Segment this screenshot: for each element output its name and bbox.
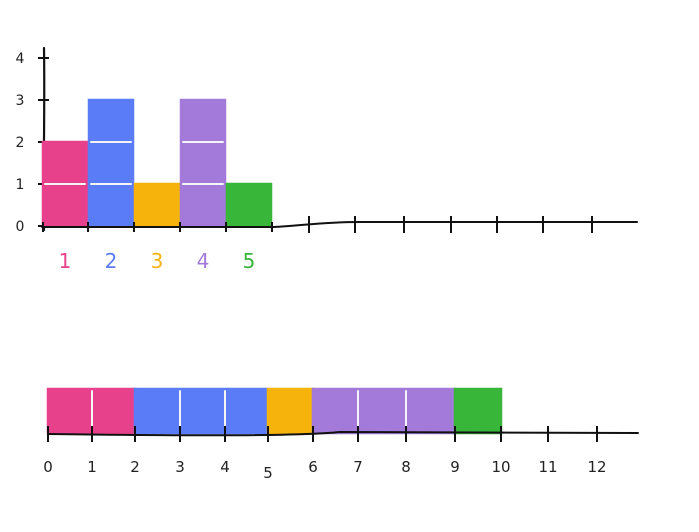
bar-cell — [226, 183, 272, 227]
y-tick-label: 1 — [16, 177, 25, 193]
bar-cell — [180, 141, 226, 185]
segment-cell — [179, 388, 226, 434]
y-tick-label: 3 — [16, 93, 25, 109]
segment-cell — [312, 388, 359, 434]
x-tick-label: 5 — [243, 249, 256, 273]
x-axis — [47, 430, 639, 437]
bar-cell — [180, 99, 226, 143]
bar-cell — [42, 141, 88, 185]
histogram-chart: 0 1 2 3 4 1 2 3 4 5 — [16, 46, 638, 273]
y-tick-label: 2 — [16, 135, 25, 151]
bar-cell — [88, 183, 134, 227]
bar-cell — [180, 183, 226, 227]
segment-cell — [267, 388, 314, 434]
segment-cell — [47, 388, 93, 434]
bar-cell — [88, 99, 134, 143]
x-tick-label: 10 — [491, 458, 510, 476]
bar-cell — [42, 183, 88, 227]
x-tick-label: 7 — [353, 458, 363, 476]
segment-cell — [134, 388, 181, 434]
segment-cell — [405, 388, 456, 434]
x-axis — [41, 221, 638, 228]
x-tick-label: 4 — [220, 458, 230, 476]
x-tick-label: 11 — [538, 458, 557, 476]
segment-cell — [91, 388, 136, 434]
x-tick-label: 0 — [43, 458, 53, 476]
x-tick-label: 6 — [308, 458, 318, 476]
x-tick-label: 1 — [59, 249, 72, 273]
x-tick-label: 3 — [151, 249, 164, 273]
bar-cell — [88, 141, 134, 185]
x-tick-label: 3 — [175, 458, 185, 476]
x-tick-label: 1 — [87, 458, 97, 476]
x-tick-label: 2 — [130, 458, 140, 476]
segment-cell — [224, 388, 269, 434]
segment-cell — [357, 388, 407, 434]
x-tick-label: 4 — [197, 249, 210, 273]
y-tick-label: 4 — [16, 51, 25, 67]
number-line-chart: 0 1 2 3 4 5 6 7 8 9 10 11 12 — [43, 387, 639, 482]
bar-cell — [134, 183, 180, 227]
x-tick-label: 2 — [105, 249, 118, 273]
x-tick-label: 8 — [401, 458, 411, 476]
segment-cell — [454, 388, 502, 434]
x-tick-label: 12 — [587, 458, 606, 476]
x-tick-label: 9 — [450, 458, 460, 476]
y-tick-label: 0 — [16, 219, 25, 235]
x-tick-label: 5 — [263, 464, 273, 482]
